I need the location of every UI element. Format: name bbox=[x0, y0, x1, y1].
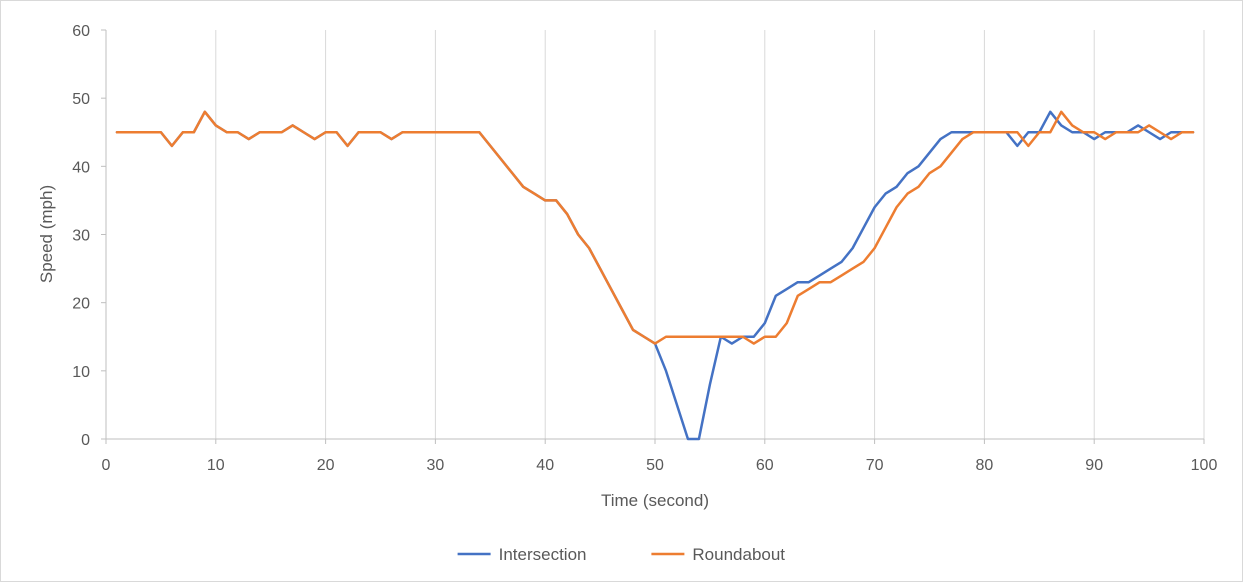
axes bbox=[101, 29, 1205, 444]
series-line-roundabout bbox=[115, 110, 1195, 345]
x-tick-label-30: 30 bbox=[427, 457, 445, 474]
y-axis-title: Speed (mph) bbox=[37, 185, 56, 283]
y-tick-label-50: 50 bbox=[72, 91, 90, 108]
x-tick-label-40: 40 bbox=[536, 457, 554, 474]
x-tick-label-70: 70 bbox=[866, 457, 884, 474]
x-tick-label-90: 90 bbox=[1085, 457, 1103, 474]
y-tick-label-30: 30 bbox=[72, 228, 90, 245]
x-tick-label-50: 50 bbox=[646, 457, 664, 474]
series-lines bbox=[115, 110, 1195, 441]
grid-lines bbox=[215, 30, 1205, 439]
y-tick-label-20: 20 bbox=[72, 296, 90, 313]
x-tick-label-60: 60 bbox=[756, 457, 774, 474]
y-tick-label-0: 0 bbox=[81, 432, 90, 449]
x-tick-label-100: 100 bbox=[1191, 457, 1218, 474]
legend-label-roundabout: Roundabout bbox=[692, 545, 785, 564]
x-tick-label-0: 0 bbox=[102, 457, 111, 474]
y-tick-label-40: 40 bbox=[72, 159, 90, 176]
x-axis-title: Time (second) bbox=[601, 491, 709, 510]
tick-labels: 0 10 20 30 40 50 60 70 80 90 100 0 10 20 30 40 50 60 bbox=[72, 23, 1217, 474]
legend-label-intersection: Intersection bbox=[499, 545, 587, 564]
y-tick-label-10: 10 bbox=[72, 364, 90, 381]
legend: Intersection Roundabout bbox=[457, 545, 785, 564]
x-tick-label-20: 20 bbox=[317, 457, 335, 474]
x-tick-label-80: 80 bbox=[976, 457, 994, 474]
x-tick-label-10: 10 bbox=[207, 457, 225, 474]
y-tick-label-60: 60 bbox=[72, 23, 90, 40]
